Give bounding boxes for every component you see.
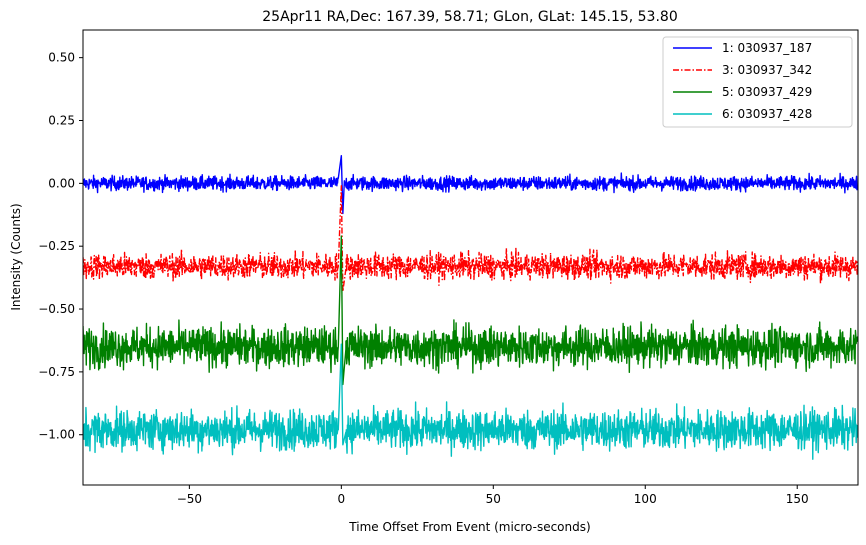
x-axis-label: Time Offset From Event (micro-seconds): [348, 520, 590, 534]
y-tick-label: −1.00: [38, 428, 75, 442]
y-tick-label: 0.25: [48, 113, 75, 127]
series-layer: [83, 154, 858, 460]
x-tick-label: 50: [486, 492, 501, 506]
legend-label: 6: 030937_428: [722, 107, 812, 121]
y-tick-label: −0.25: [38, 239, 75, 253]
legend-box: [662, 36, 853, 128]
x-tick-label: 150: [786, 492, 809, 506]
y-tick-label: 0.00: [48, 176, 75, 190]
y-tick-label: −0.50: [38, 302, 75, 316]
series-line-3: [83, 235, 858, 386]
y-axis-label: Intensity (Counts): [9, 203, 23, 310]
y-tick-label: 0.50: [48, 51, 75, 65]
series-line-4: [83, 343, 858, 460]
legend: 1: 030937_187 3: 030937_342 5: 030937_429 6…: [662, 36, 853, 128]
legend-label: 5: 030937_429: [722, 85, 812, 99]
legend-label: 3: 030937_342: [722, 63, 812, 77]
chart-title: 25Apr11 RA,Dec: 167.39, 58.71; GLon, GLa…: [262, 9, 677, 25]
axes-layer: −50 0 50 100 150 0.50 0.25 0.00 −0.25 −0.50 −0.75 −…: [38, 51, 808, 506]
x-tick-label: 100: [634, 492, 657, 506]
y-tick-label: −0.75: [38, 365, 75, 379]
series-line-2: [83, 185, 858, 293]
x-tick-label: 0: [338, 492, 346, 506]
series-line-1: [83, 154, 858, 215]
x-tick-label: −50: [177, 492, 202, 506]
plot-frame: [82, 29, 859, 486]
legend-label: 1: 030937_187: [722, 41, 812, 55]
